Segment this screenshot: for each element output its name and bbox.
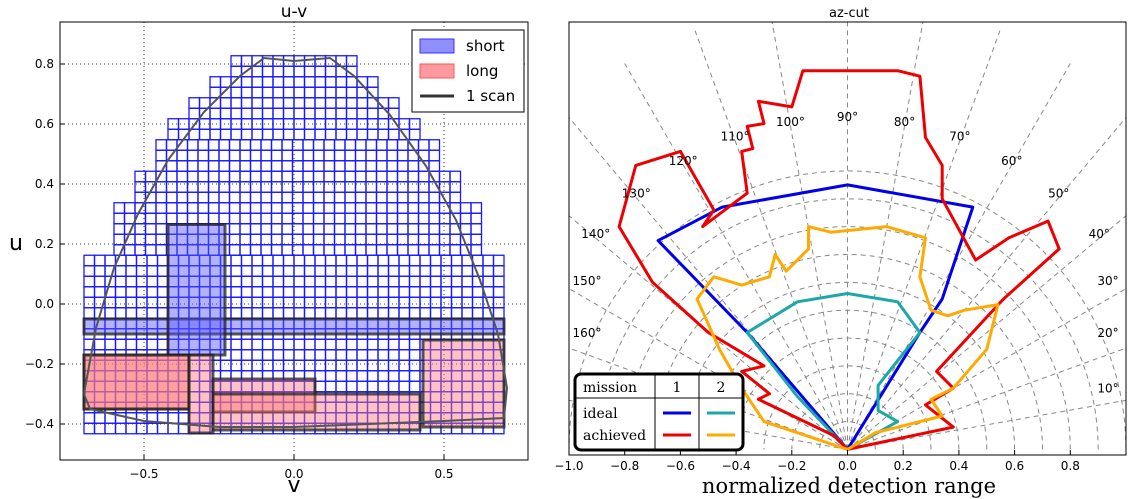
uv-series-layer [82, 223, 506, 435]
uv-xtick-label-0: −0.5 [129, 467, 158, 481]
az-xtick-label-3: −0.4 [722, 459, 751, 473]
az-spoke-140 [569, 215, 848, 450]
uv-box-long-5 [421, 338, 506, 429]
az-angle-labels: 10° 20° 30° 40° 50° 60° 70° 80° 90° 100° 110° 120° 1… [573, 110, 1119, 396]
az-ticks: −1.0 −0.8 −0.6 −0.4 −0.2 0.0 0.2 0.4 0.6 0.8 [554, 450, 1080, 473]
az-xtick-label-0: −1.0 [554, 459, 583, 473]
uv-legend-label-long: long [466, 62, 498, 80]
uv-ytick-label-5: −0.2 [25, 357, 54, 371]
az-angle-label-90: 90° [837, 110, 858, 124]
az-series-achieved-1 [617, 69, 1061, 451]
uv-box-long-4 [211, 392, 422, 432]
az-spoke-10 [847, 399, 1126, 450]
az-xtick-label-5: 0.0 [838, 459, 857, 473]
az-spoke-100 [771, 22, 848, 450]
az-angle-label-120: 120° [669, 154, 698, 168]
uv-xlabel: v [287, 473, 300, 498]
az-angle-label-100: 100° [776, 115, 805, 129]
uv-legend-swatch-long [419, 63, 455, 79]
az-angle-label-10: 10° [1097, 381, 1118, 395]
uv-legend-swatch-short [419, 38, 455, 54]
uv-ticks: −0.5 0.0 0.5 0.8 0.6 0.4 0.2 0.0 −0.2 −0.4 [25, 57, 454, 481]
az-spoke-30 [847, 288, 1126, 450]
az-xtick-label-9: 0.8 [1061, 459, 1080, 473]
az-ring-6 [652, 253, 1043, 450]
uv-xtick-label-1: 0.0 [284, 467, 303, 481]
az-xtick-label-7: 0.4 [949, 459, 968, 473]
az-panel: 10° 20° 30° 40° 50° 60° 70° 80° 90° 100° 110° 120° 1… [554, 6, 1127, 498]
uv-legend-label-short: short [466, 37, 505, 55]
az-xtick-label-6: 0.2 [894, 459, 913, 473]
az-xtick-label-2: −0.6 [666, 459, 695, 473]
az-angle-label-110: 110° [721, 130, 750, 144]
az-xtick-label-8: 0.6 [1005, 459, 1024, 473]
uv-panel: −0.5 0.0 0.50.80.60.40.20.0−0.2−0.4 u-v v … [9, 2, 529, 498]
az-angle-label-30: 30° [1097, 274, 1118, 288]
az-series-ideal-1 [656, 183, 975, 451]
uv-ytick-label-6: −0.4 [25, 417, 54, 431]
az-xtick-label-1: −0.8 [610, 459, 639, 473]
uv-box-long-2 [187, 353, 215, 435]
az-xtick-label-4: −0.2 [777, 459, 806, 473]
az-polar-grid [569, 22, 1126, 450]
az-spoke-50 [847, 116, 1126, 450]
uv-ytick-label-2: 0.4 [35, 177, 54, 191]
az-angle-label-130: 130° [622, 187, 651, 201]
az-angle-label-40: 40° [1089, 227, 1110, 241]
az-title: az-cut [829, 6, 869, 21]
az-angle-label-150: 150° [573, 274, 602, 288]
az-spoke-170 [569, 399, 848, 450]
uv-title: u-v [281, 2, 308, 22]
uv-ytick-label-1: 0.6 [35, 117, 54, 131]
az-spoke-70 [847, 30, 1001, 450]
az-spoke-40 [847, 215, 1126, 450]
uv-box-long-1 [82, 353, 191, 411]
az-xlabel: normalized detection range [702, 474, 996, 498]
az-series-layer [617, 69, 1061, 451]
uv-ytick-label-0: 0.8 [35, 57, 54, 71]
uv-scan-curve [83, 56, 509, 428]
az-angle-label-160: 160° [573, 326, 602, 340]
az-angle-label-140: 140° [581, 227, 610, 241]
uv-ylabel: u [9, 231, 23, 256]
az-ring-9 [569, 170, 1126, 450]
uv-box-short-0 [82, 317, 506, 336]
az-angle-label-70: 70° [949, 130, 970, 144]
az-angle-label-20: 20° [1097, 326, 1118, 340]
az-spoke-110 [694, 30, 848, 450]
az-angle-label-60: 60° [1001, 154, 1022, 168]
uv-box-short-1 [166, 223, 227, 357]
az-ring-5 [679, 281, 1016, 450]
az-legend-row-ideal: ideal [583, 406, 618, 422]
uv-legend-label-scan: 1 scan [466, 87, 515, 105]
az-spoke-80 [847, 22, 924, 450]
az-spoke-60 [847, 63, 1071, 450]
az-spoke-120 [624, 63, 848, 450]
az-legend-table: mission 1 2 ideal achieved [573, 372, 745, 452]
uv-xtick-label-2: 0.5 [434, 467, 453, 481]
uv-legend: short long 1 scan [411, 29, 525, 113]
az-legend-header-mission: mission [583, 380, 637, 396]
az-spoke-160 [569, 347, 848, 450]
uv-scan-curve-layer [83, 56, 509, 428]
az-legend-header-2: 2 [717, 380, 726, 396]
az-spoke-20 [847, 347, 1126, 450]
az-legend-box [573, 372, 745, 452]
az-angle-label-80: 80° [894, 115, 915, 129]
uv-ytick-label-3: 0.2 [35, 237, 54, 251]
uv-ytick-label-4: 0.0 [35, 297, 54, 311]
az-angle-label-50: 50° [1048, 187, 1069, 201]
az-series-ideal-2 [745, 292, 922, 451]
az-legend-header-1: 1 [673, 380, 682, 396]
az-series-achieved-2 [695, 225, 1000, 451]
az-legend-row-achieved: achieved [583, 428, 646, 444]
